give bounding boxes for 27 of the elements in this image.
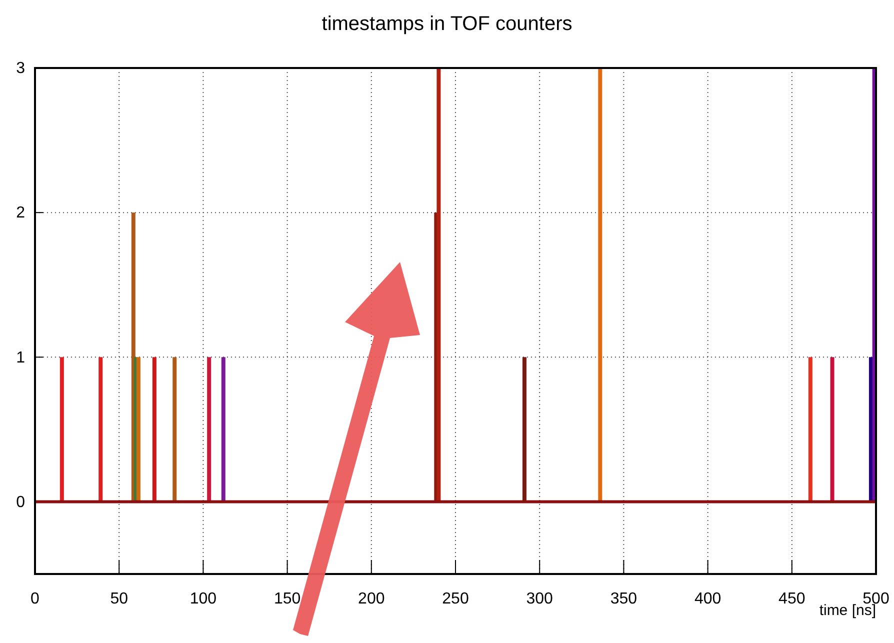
bar [136, 357, 140, 502]
bar [522, 357, 526, 502]
chart-title: timestamps in TOF counters [322, 13, 572, 35]
y-tick-label: 1 [16, 349, 26, 366]
y-tick-label: 0 [16, 494, 26, 511]
bar [221, 357, 226, 502]
x-tick-label: 150 [274, 590, 301, 608]
x-tick-label: 350 [610, 590, 638, 608]
bar [60, 357, 64, 502]
bar [598, 68, 602, 502]
y-tick-label: 3 [16, 60, 26, 78]
bar [808, 357, 812, 502]
bar [207, 357, 212, 502]
bar [172, 357, 177, 502]
bar [830, 357, 834, 502]
x-tick-label: 450 [778, 590, 806, 608]
bar [152, 357, 156, 502]
x-tick-label: 250 [442, 590, 469, 608]
x-tick-label: 400 [694, 590, 722, 608]
bar [98, 357, 103, 502]
x-tick-label: 200 [358, 590, 385, 608]
y-tick-label: 2 [16, 204, 26, 222]
x-tick-label: 300 [526, 590, 554, 608]
x-tick-label: 100 [190, 590, 217, 608]
x-tick-label: 50 [110, 590, 128, 608]
bar [436, 68, 441, 502]
x-tick-label: 0 [30, 590, 40, 608]
